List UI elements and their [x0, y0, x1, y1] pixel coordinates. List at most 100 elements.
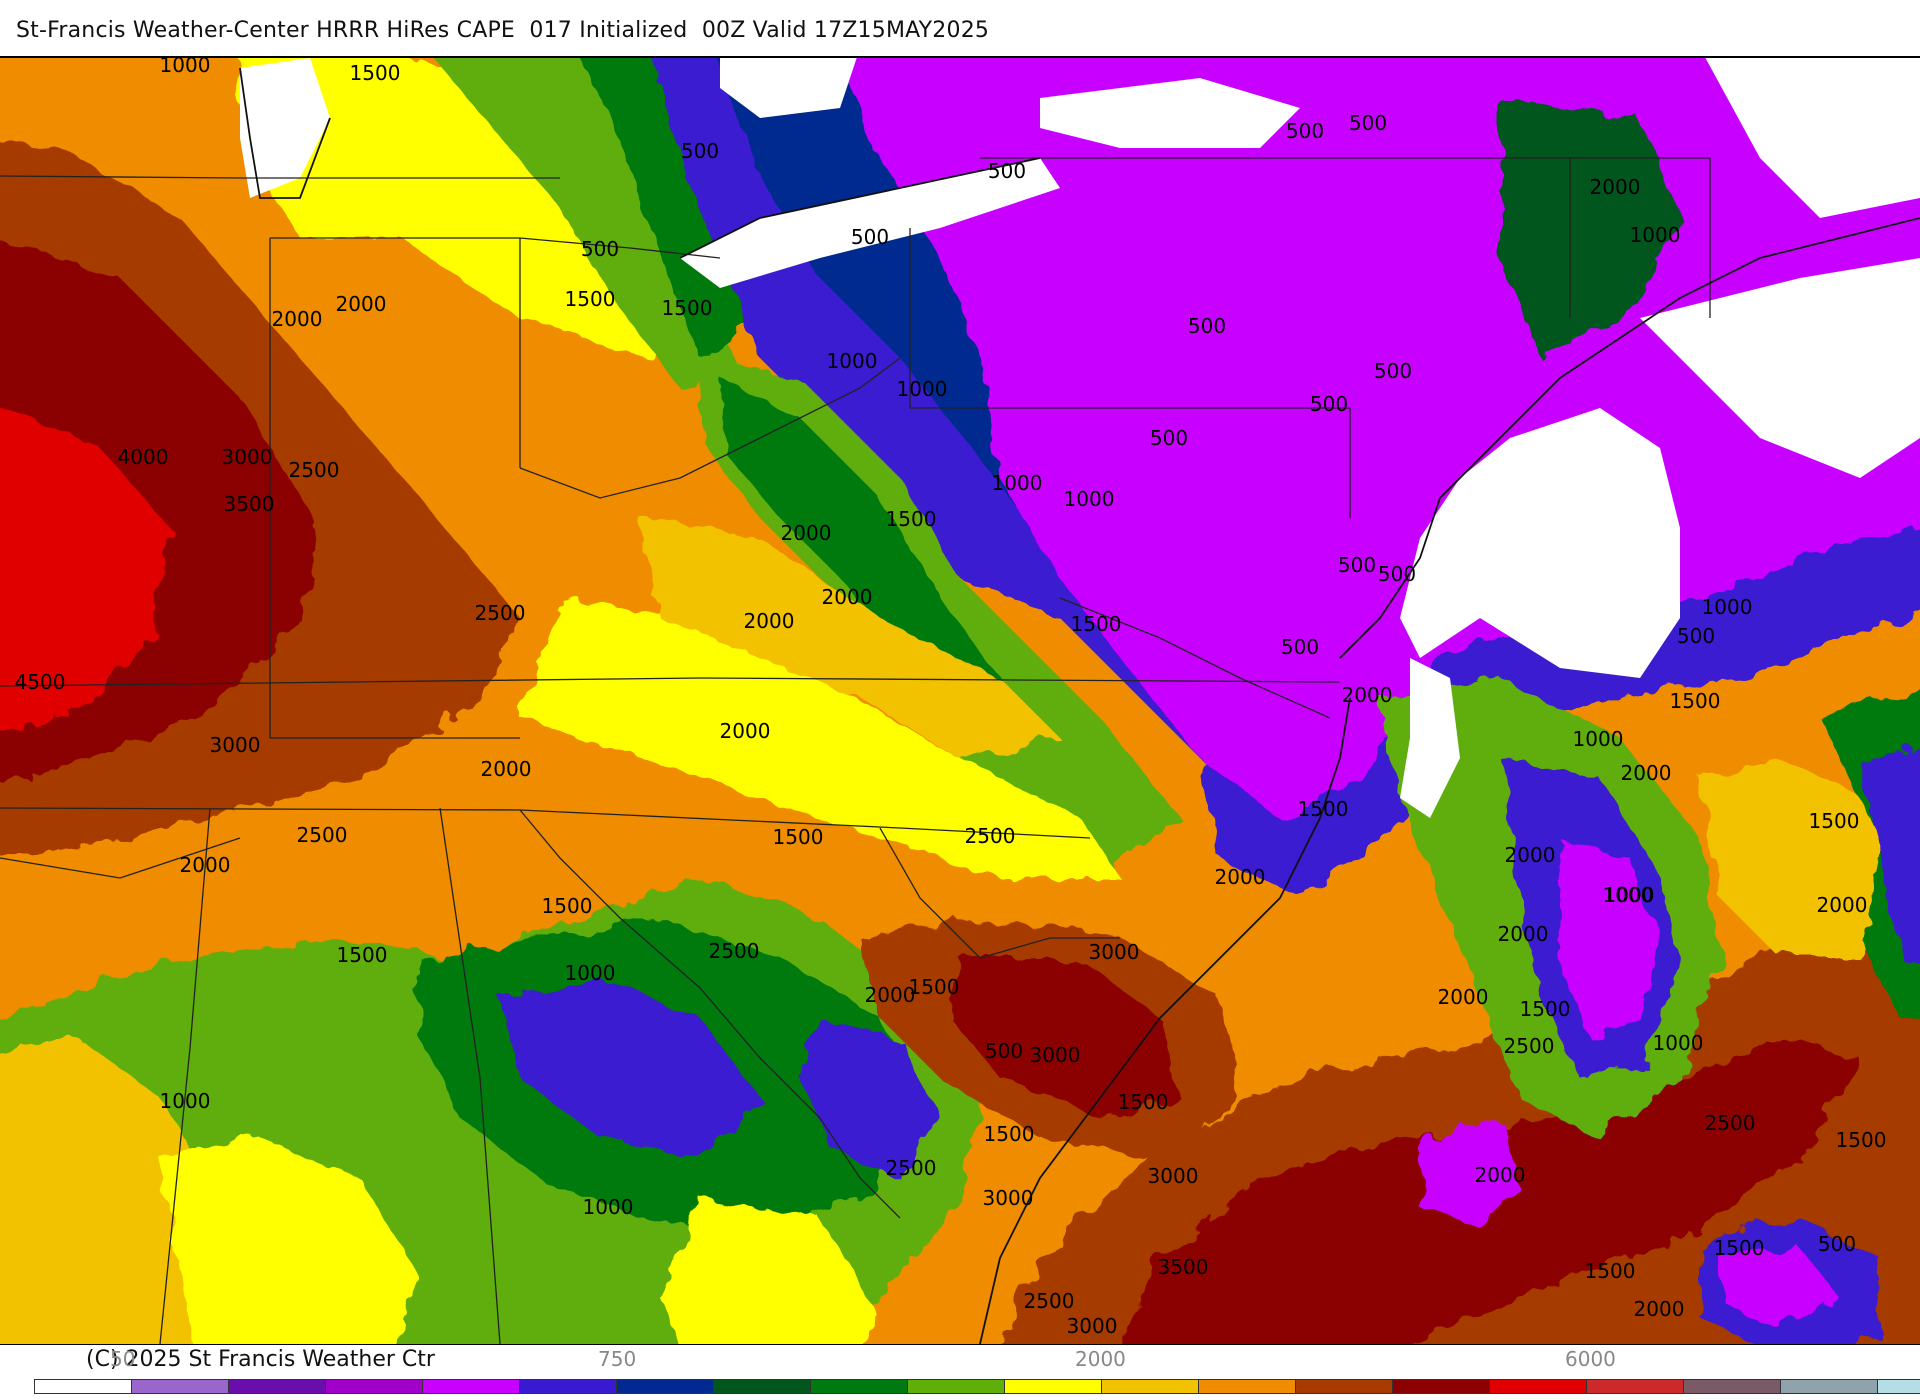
- contour-label: 2000: [481, 757, 532, 781]
- contour-label: 2000: [1621, 761, 1672, 785]
- contour-label: 2000: [180, 853, 231, 877]
- legend-swatch: [1102, 1380, 1199, 1393]
- legend-tick-label: 6000: [1565, 1347, 1616, 1371]
- contour-label: 500: [681, 139, 719, 163]
- contour-label: 2000: [1590, 175, 1641, 199]
- contour-label: 1000: [160, 1089, 211, 1113]
- contour-label: 1000: [1573, 727, 1624, 751]
- contour-label: 1500: [350, 61, 401, 85]
- contour-label: 500: [1378, 562, 1416, 586]
- contour-label: 3000: [1148, 1164, 1199, 1188]
- contour-label: 500: [1818, 1232, 1856, 1256]
- contour-label: 2000: [1505, 843, 1556, 867]
- contour-label: 500: [851, 225, 889, 249]
- legend-swatch: [520, 1380, 617, 1393]
- contour-label: 1500: [662, 296, 713, 320]
- contour-label: 2000: [744, 609, 795, 633]
- contour-label: 1000: [565, 961, 616, 985]
- contour-label: 2000: [1634, 1297, 1685, 1321]
- contour-label: 1000: [160, 56, 211, 77]
- contour-label: 1000: [1604, 883, 1655, 907]
- contour-label: 1500: [1585, 1259, 1636, 1283]
- contour-label: 500: [1310, 392, 1348, 416]
- contour-label: 3500: [1158, 1255, 1209, 1279]
- contour-label: 2000: [1438, 985, 1489, 1009]
- contour-label: 1500: [337, 943, 388, 967]
- legend-swatch: [811, 1380, 908, 1393]
- contour-label: 1000: [1603, 883, 1654, 907]
- contour-label: 1000: [1653, 1031, 1704, 1055]
- contour-label: 1500: [1298, 797, 1349, 821]
- cape-shading: [0, 58, 1920, 1344]
- contour-label: 500: [1150, 426, 1188, 450]
- contour-label: 1500: [1836, 1128, 1887, 1152]
- contour-label: 1000: [1630, 223, 1681, 247]
- contour-label: 2000: [865, 983, 916, 1007]
- contour-label: 2500: [1024, 1289, 1075, 1313]
- contour-label: 1000: [1064, 487, 1115, 511]
- contour-label: 500: [1281, 635, 1319, 659]
- copyright-credit: (C) 2025 St Francis Weather Ctr: [86, 1347, 435, 1372]
- contour-label: 500: [1338, 553, 1376, 577]
- contour-label: 2500: [965, 824, 1016, 848]
- contour-label: 2000: [781, 521, 832, 545]
- contour-label: 4500: [15, 670, 66, 694]
- legend-swatch: [423, 1380, 520, 1393]
- legend-swatch: [326, 1380, 423, 1393]
- state-borders: [0, 157, 1711, 1344]
- legend-swatch: [1878, 1380, 1920, 1393]
- contour-label: 1500: [542, 894, 593, 918]
- contour-label: 500: [581, 237, 619, 261]
- contour-label: 2000: [822, 585, 873, 609]
- contour-label: 2000: [1498, 922, 1549, 946]
- legend-tick-label: 2000: [1075, 1347, 1126, 1371]
- contour-label: 2000: [1215, 865, 1266, 889]
- contour-label: 1000: [583, 1195, 634, 1219]
- contour-label: 2500: [289, 458, 340, 482]
- contour-label: 500: [1677, 624, 1715, 648]
- contour-label: 1500: [909, 975, 960, 999]
- contour-label: 1500: [1520, 997, 1571, 1021]
- contour-label: 2500: [297, 823, 348, 847]
- legend-swatch: [1393, 1380, 1490, 1393]
- contour-label: 3000: [983, 1186, 1034, 1210]
- contour-label: 3500: [224, 492, 275, 516]
- contour-label: 2000: [272, 307, 323, 331]
- contour-label: 3000: [1089, 940, 1140, 964]
- contour-label: 2000: [1475, 1163, 1526, 1187]
- legend-swatch: [714, 1380, 811, 1393]
- legend-swatch: [229, 1380, 326, 1393]
- contour-label: 3000: [1067, 1314, 1118, 1338]
- legend-swatch: [1199, 1380, 1296, 1393]
- legend-swatch: [1490, 1380, 1587, 1393]
- contour-label: 2000: [336, 292, 387, 316]
- contour-label: 500: [1349, 111, 1387, 135]
- contour-label: 500: [985, 1039, 1023, 1063]
- contour-label: 1000: [992, 471, 1043, 495]
- contour-label: 2500: [1504, 1034, 1555, 1058]
- legend-swatch: [132, 1380, 229, 1393]
- legend-swatch: [35, 1380, 132, 1393]
- legend-swatch: [1781, 1380, 1878, 1393]
- legend-swatch: [617, 1380, 714, 1393]
- contour-label: 2000: [1817, 893, 1868, 917]
- contour-label: 500: [1286, 119, 1324, 143]
- contour-label: 3000: [210, 733, 261, 757]
- contour-label: 1500: [565, 287, 616, 311]
- contour-label: 3000: [222, 445, 273, 469]
- color-legend-bar: [34, 1379, 1920, 1394]
- contour-label: 1000: [827, 349, 878, 373]
- contour-label: 3000: [1030, 1043, 1081, 1067]
- legend-swatch: [1684, 1380, 1781, 1393]
- contour-label: 2500: [1705, 1111, 1756, 1135]
- map-title: St-Francis Weather-Center HRRR HiRes CAP…: [16, 18, 990, 43]
- contour-label: 1500: [773, 825, 824, 849]
- contour-label: 1500: [886, 507, 937, 531]
- contour-label: 500: [1374, 359, 1412, 383]
- contour-label: 1500: [1118, 1090, 1169, 1114]
- contour-label: 500: [1188, 314, 1226, 338]
- contour-label: 1000: [897, 377, 948, 401]
- contour-label: 1000: [1702, 595, 1753, 619]
